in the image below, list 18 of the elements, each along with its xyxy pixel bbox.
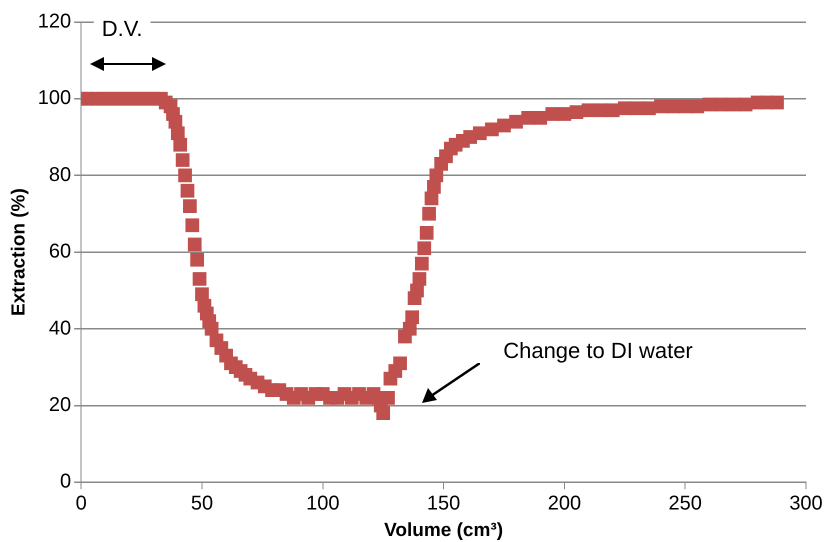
y-tick-label: 100 xyxy=(38,87,72,110)
y-tick-label: 120 xyxy=(38,10,72,33)
y-tick-label: 60 xyxy=(48,240,72,263)
y-tick-label: 80 xyxy=(48,164,72,186)
x-tick-label: 150 xyxy=(426,492,460,515)
annotation: D.V. xyxy=(102,16,143,42)
x-tick-label: 250 xyxy=(668,492,702,515)
y-tick-label: 20 xyxy=(48,394,72,416)
y-tick-label: 0 xyxy=(60,470,72,493)
x-tick-label: 100 xyxy=(306,492,340,515)
y-axis-title: Extraction (%) xyxy=(8,188,30,316)
x-axis-title: Volume (cm³) xyxy=(384,520,504,541)
y-tick-label: 40 xyxy=(48,317,72,340)
annotation: Change to DI water xyxy=(503,338,693,363)
x-tick-label: 300 xyxy=(789,492,823,515)
x-tick-label: 200 xyxy=(548,492,582,515)
x-tick-label: 50 xyxy=(190,492,214,515)
x-tick-label: 0 xyxy=(76,492,87,515)
